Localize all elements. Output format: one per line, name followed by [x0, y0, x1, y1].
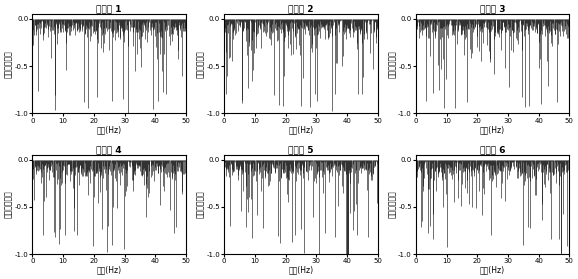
Title: 共振峰 3: 共振峰 3 — [480, 4, 505, 13]
Title: 共振峰 2: 共振峰 2 — [288, 4, 314, 13]
Y-axis label: 归一化谱峦度: 归一化谱峦度 — [388, 50, 397, 78]
Y-axis label: 归一化谱峦度: 归一化谱峦度 — [388, 191, 397, 218]
X-axis label: 频率(Hz): 频率(Hz) — [97, 125, 122, 134]
Title: 共振峰 6: 共振峰 6 — [480, 145, 505, 154]
Y-axis label: 归一化谱峦度: 归一化谱峦度 — [196, 50, 205, 78]
X-axis label: 频率(Hz): 频率(Hz) — [288, 266, 313, 275]
Y-axis label: 归一化谱峦度: 归一化谱峦度 — [4, 50, 13, 78]
Title: 共振峰 5: 共振峰 5 — [288, 145, 314, 154]
X-axis label: 频率(Hz): 频率(Hz) — [288, 125, 313, 134]
X-axis label: 频率(Hz): 频率(Hz) — [480, 266, 505, 275]
Title: 共振峰 4: 共振峰 4 — [97, 145, 122, 154]
X-axis label: 频率(Hz): 频率(Hz) — [480, 125, 505, 134]
Title: 共振峰 1: 共振峰 1 — [97, 4, 122, 13]
Y-axis label: 归一化谱峦度: 归一化谱峦度 — [4, 191, 13, 218]
X-axis label: 频率(Hz): 频率(Hz) — [97, 266, 122, 275]
Y-axis label: 归一化谱峦度: 归一化谱峦度 — [196, 191, 205, 218]
